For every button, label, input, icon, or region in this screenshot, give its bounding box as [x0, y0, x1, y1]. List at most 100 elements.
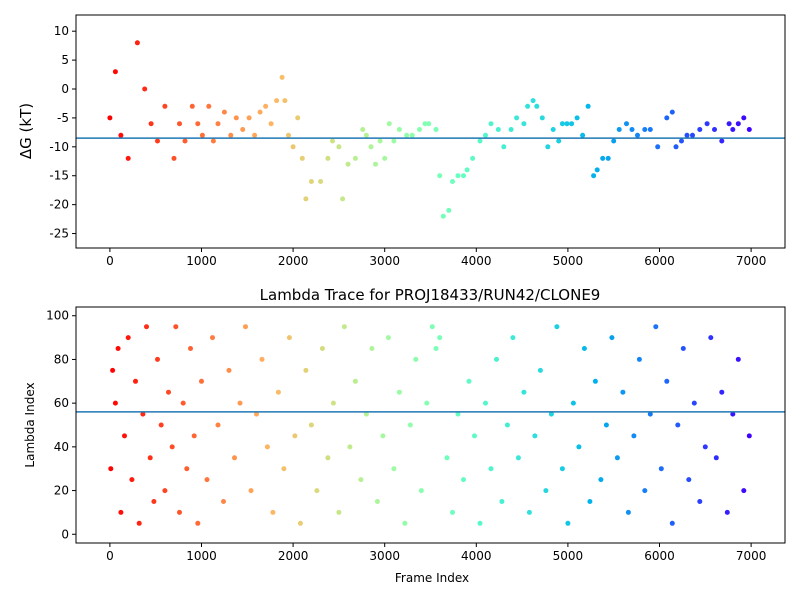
bottom-data-point — [504, 422, 510, 428]
bottom-data-point — [521, 389, 527, 395]
top-data-point — [182, 138, 188, 144]
top-data-point — [155, 138, 160, 144]
bottom-data-point — [510, 335, 516, 341]
bottom-data-point — [614, 455, 620, 461]
bottom-data-point — [264, 444, 270, 450]
bottom-data-point — [532, 433, 538, 439]
top-data-point — [464, 167, 470, 173]
bottom-data-point — [147, 455, 153, 461]
bottom-data-point — [270, 509, 276, 515]
bottom-y-tick-label: 100 — [46, 309, 69, 323]
bottom-data-point — [226, 367, 232, 373]
bottom-data-point — [642, 488, 648, 494]
bottom-data-point — [112, 400, 118, 406]
bottom-data-point — [215, 422, 221, 428]
top-data-point — [206, 103, 212, 109]
top-data-point — [162, 103, 168, 109]
bottom-data-point — [314, 488, 320, 494]
bottom-data-point — [237, 400, 243, 406]
top-data-point — [195, 121, 201, 127]
bottom-data-point — [221, 499, 226, 504]
bottom-data-point — [155, 356, 160, 362]
top-data-point — [534, 103, 540, 109]
bottom-data-point — [391, 466, 397, 472]
top-data-point — [559, 121, 565, 127]
bottom-data-point — [254, 411, 259, 417]
top-data-point — [189, 103, 195, 109]
top-data-point — [704, 121, 710, 127]
top-data-point — [318, 179, 324, 184]
bottom-data-point — [374, 499, 380, 504]
bottom-data-point — [413, 356, 419, 362]
top-y-tick-label: 5 — [61, 53, 69, 67]
top-data-point — [377, 138, 383, 144]
bottom-data-point — [444, 455, 450, 461]
top-data-point — [252, 132, 258, 138]
bottom-data-point — [735, 356, 741, 362]
bottom-data-point — [592, 378, 598, 384]
top-x-tick-label: 2000 — [278, 254, 309, 268]
bottom-data-point — [576, 444, 582, 450]
top-data-point — [508, 127, 514, 132]
top-data-point — [730, 127, 736, 132]
bottom-data-point — [741, 488, 747, 494]
top-data-point — [303, 196, 309, 202]
top-data-point — [564, 121, 570, 127]
top-data-point — [545, 144, 551, 150]
top-data-point — [669, 109, 675, 115]
top-data-point — [426, 121, 432, 127]
top-data-point — [308, 179, 314, 184]
top-data-point — [125, 155, 131, 161]
bottom-data-point — [483, 400, 488, 406]
bottom-y-tick-label: 20 — [54, 484, 69, 498]
top-data-point — [735, 121, 741, 127]
top-data-point — [330, 138, 335, 144]
top-data-point — [647, 127, 653, 132]
top-data-point — [679, 138, 684, 144]
top-y-tick-label: 0 — [61, 82, 69, 96]
top-data-point — [616, 127, 622, 132]
bottom-data-point — [140, 411, 146, 417]
bottom-data-point — [125, 335, 131, 341]
bottom-data-point — [669, 520, 675, 526]
top-data-point — [461, 173, 466, 179]
bottom-data-point — [515, 455, 521, 461]
bottom-data-point — [559, 466, 565, 472]
top-data-point — [221, 109, 227, 115]
bottom-data-point — [380, 433, 386, 439]
bottom-data-point — [195, 520, 201, 526]
bottom-x-tick-label: 1000 — [186, 549, 217, 563]
top-data-point — [233, 115, 239, 121]
bottom-data-point — [746, 433, 752, 439]
bottom-data-point — [548, 411, 554, 417]
bottom-data-point — [636, 356, 642, 362]
bottom-data-point — [609, 335, 615, 341]
bottom-data-point — [724, 509, 730, 515]
bottom-x-axis-label: Frame Index — [395, 571, 469, 585]
top-data-point — [673, 144, 679, 150]
bottom-data-point — [686, 477, 692, 483]
bottom-data-point — [158, 422, 164, 428]
bottom-data-point — [499, 499, 505, 504]
top-data-point — [299, 155, 305, 161]
bottom-data-point — [565, 520, 571, 526]
top-data-point — [569, 121, 575, 127]
bottom-points — [108, 324, 752, 526]
bottom-data-point — [144, 324, 149, 330]
top-data-point — [501, 144, 507, 150]
top-data-point — [373, 161, 378, 167]
top-y-tick-label: -15 — [49, 169, 69, 183]
bottom-data-point — [330, 400, 336, 406]
bottom-data-point — [730, 411, 736, 417]
top-data-point — [210, 138, 216, 144]
top-data-point — [635, 132, 640, 138]
top-data-point — [404, 132, 410, 138]
top-data-point — [600, 155, 606, 161]
bottom-data-point — [210, 335, 215, 341]
top-data-point — [286, 132, 291, 138]
bottom-data-point — [697, 499, 703, 504]
bottom-data-point — [188, 346, 193, 351]
bottom-data-point — [180, 400, 186, 406]
bottom-chart-title: Lambda Trace for PROJ18433/RUN42/CLONE9 — [260, 286, 601, 304]
